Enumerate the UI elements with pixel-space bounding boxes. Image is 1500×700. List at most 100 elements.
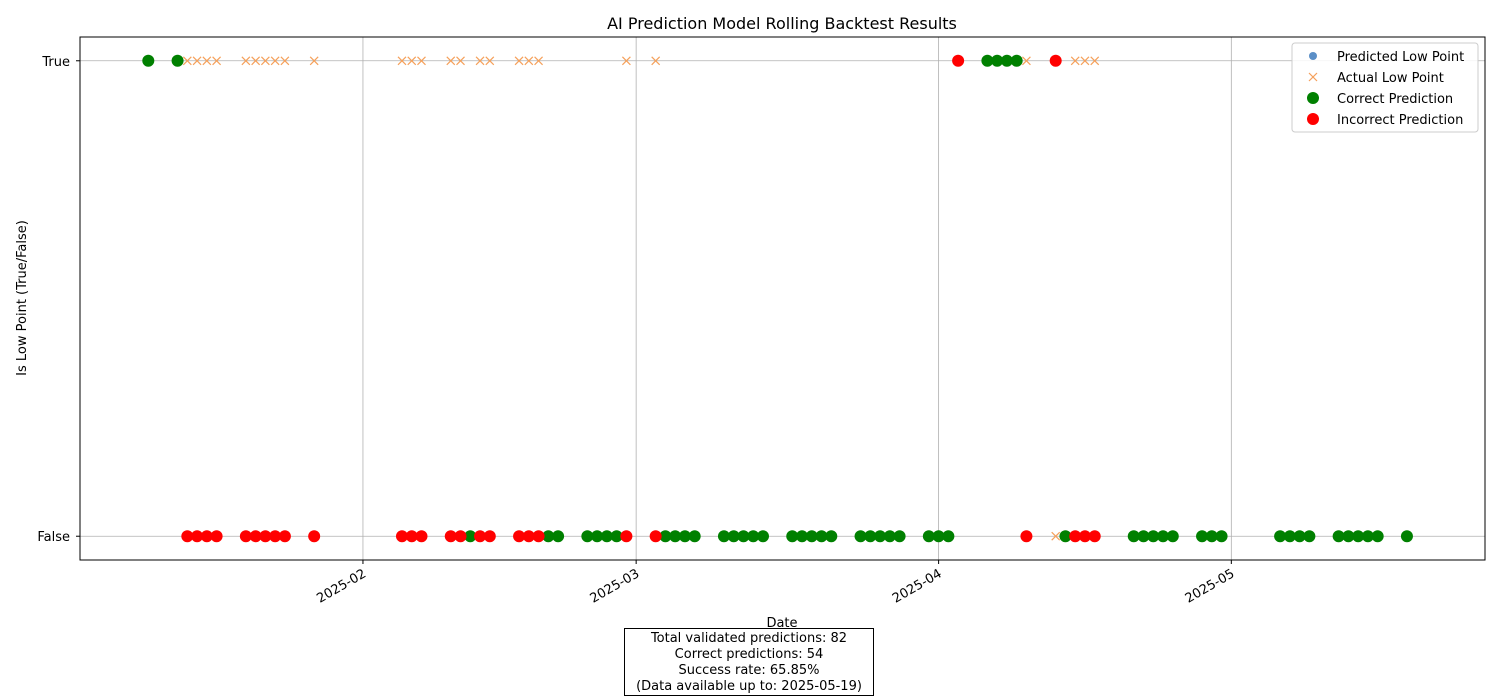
legend: Predicted Low Point Actual Low Point Corre… — [1291, 42, 1479, 133]
data-point — [981, 54, 994, 67]
data-point — [591, 530, 604, 543]
data-point — [239, 530, 252, 543]
data-point — [259, 530, 272, 543]
data-point — [270, 56, 280, 66]
data-point — [260, 56, 270, 66]
summary-correct: Correct predictions: 54 — [674, 647, 824, 662]
data-point — [474, 530, 487, 543]
data-point — [991, 54, 1004, 67]
data-point — [395, 530, 408, 543]
data-point — [552, 530, 565, 543]
data-point — [522, 530, 535, 543]
data-point — [651, 56, 661, 66]
data-point — [1137, 530, 1150, 543]
data-point — [883, 530, 896, 543]
summary-rate: Success rate: 65.85% — [678, 663, 820, 678]
data-point — [454, 530, 467, 543]
data-point — [1215, 530, 1228, 543]
data-point — [854, 530, 867, 543]
data-point — [621, 56, 631, 66]
data-point — [1147, 530, 1160, 543]
data-point — [756, 530, 769, 543]
series-correct-prediction — [142, 54, 1413, 543]
data-point — [483, 530, 496, 543]
data-point — [864, 530, 877, 543]
x-axis-label: Date — [766, 616, 797, 631]
data-point — [678, 530, 691, 543]
data-point — [1010, 54, 1023, 67]
data-point — [1080, 56, 1090, 66]
data-point — [200, 530, 213, 543]
data-point — [727, 530, 740, 543]
data-point — [1293, 530, 1306, 543]
data-point — [1205, 530, 1218, 543]
data-points — [142, 54, 1413, 543]
x-tick-label: 2025-05 — [1183, 566, 1238, 606]
legend-marker — [1309, 52, 1317, 60]
data-point — [1020, 530, 1033, 543]
data-point — [171, 54, 184, 67]
data-point — [1283, 530, 1296, 543]
legend-label: Correct Prediction — [1337, 92, 1453, 107]
data-point — [524, 56, 534, 66]
legend-marker — [1307, 92, 1319, 104]
data-point — [1078, 530, 1091, 543]
data-point — [212, 56, 222, 66]
x-tick-label: 2025-03 — [588, 566, 643, 606]
data-point — [669, 530, 682, 543]
plot-area-frame — [79, 36, 1486, 561]
data-point — [1088, 530, 1101, 543]
data-point — [210, 530, 223, 543]
grid — [80, 37, 1485, 560]
data-point — [747, 530, 760, 543]
data-point — [600, 530, 613, 543]
data-point — [1059, 530, 1072, 543]
legend-frame — [1291, 42, 1479, 133]
legend-label: Incorrect Prediction — [1337, 113, 1463, 128]
summary-box: Total validated predictions: 82 Correct … — [624, 628, 874, 696]
data-point — [1342, 530, 1355, 543]
data-point — [1303, 530, 1316, 543]
y-tick-label: True — [41, 55, 70, 70]
data-point — [309, 56, 319, 66]
data-point — [737, 530, 750, 543]
data-point — [407, 56, 417, 66]
data-point — [952, 54, 965, 67]
chart-title: AI Prediction Model Rolling Backtest Res… — [607, 14, 957, 33]
data-point — [659, 530, 672, 543]
data-point — [532, 530, 545, 543]
data-point — [202, 56, 212, 66]
legend-marker — [1308, 72, 1318, 82]
data-point — [1166, 530, 1179, 543]
data-point — [610, 530, 623, 543]
data-point — [1332, 530, 1345, 543]
legend-marker — [1307, 113, 1319, 125]
data-point — [241, 56, 251, 66]
data-point — [688, 530, 701, 543]
x-tick-label: 2025-02 — [314, 566, 369, 606]
data-point — [192, 56, 202, 66]
summary-total: Total validated predictions: 82 — [650, 631, 848, 646]
data-point — [278, 530, 291, 543]
data-point — [1196, 530, 1209, 543]
data-point — [922, 530, 935, 543]
data-point — [251, 56, 261, 66]
data-point — [942, 530, 955, 543]
data-point — [405, 530, 418, 543]
data-point — [1371, 530, 1384, 543]
data-point — [1090, 56, 1100, 66]
data-point — [1274, 530, 1287, 543]
data-point — [1157, 530, 1170, 543]
data-point — [513, 530, 526, 543]
data-point — [444, 530, 457, 543]
legend-label: Predicted Low Point — [1337, 50, 1464, 65]
data-point — [514, 56, 524, 66]
data-point — [181, 530, 194, 543]
data-point — [786, 530, 799, 543]
data-point — [1069, 530, 1082, 543]
data-point — [542, 530, 555, 543]
data-point — [874, 530, 887, 543]
data-point — [485, 56, 495, 66]
data-point — [815, 530, 828, 543]
data-point — [1361, 530, 1374, 543]
